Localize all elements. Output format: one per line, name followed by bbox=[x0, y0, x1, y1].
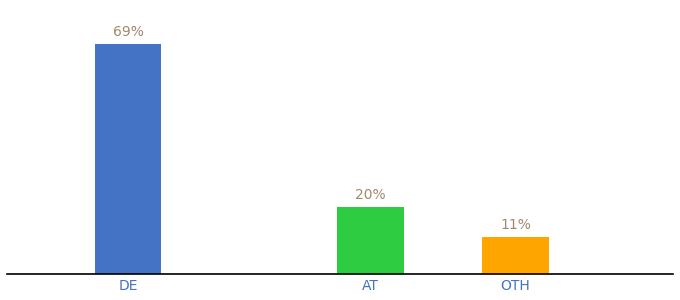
Bar bbox=[482, 237, 549, 274]
Bar bbox=[337, 207, 404, 274]
Text: 11%: 11% bbox=[500, 218, 531, 233]
Bar bbox=[95, 44, 161, 274]
Text: 69%: 69% bbox=[113, 25, 143, 39]
Text: 20%: 20% bbox=[355, 188, 386, 203]
